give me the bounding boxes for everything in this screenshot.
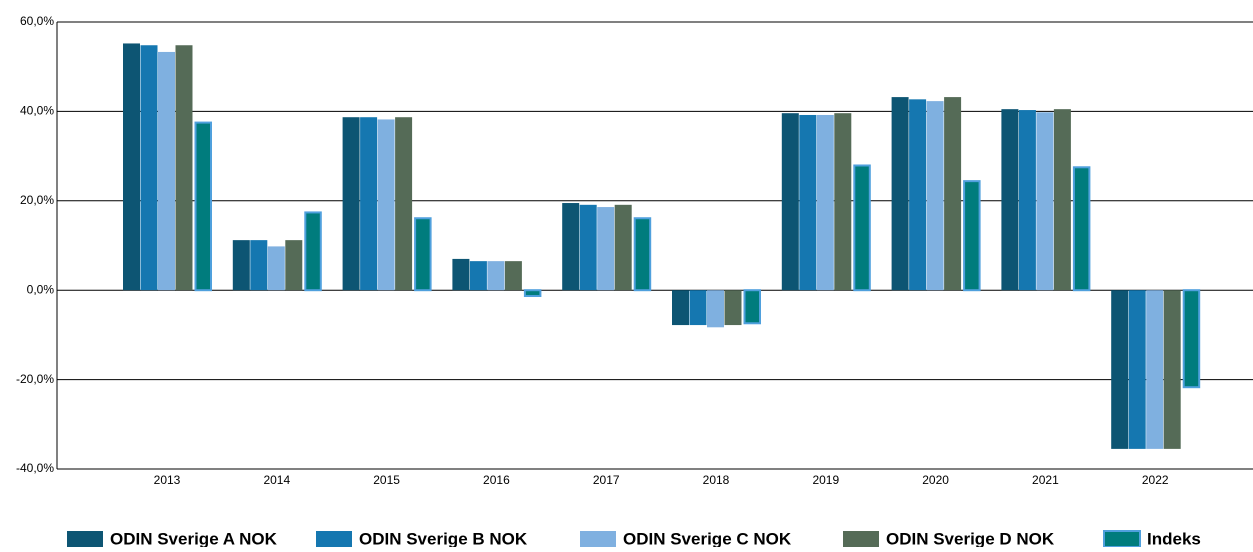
bar bbox=[342, 117, 360, 291]
bar bbox=[158, 51, 175, 291]
bar bbox=[579, 204, 597, 291]
bar bbox=[834, 113, 852, 291]
bar bbox=[1111, 290, 1129, 449]
bar bbox=[614, 204, 632, 291]
y-tick-label: -20,0% bbox=[16, 372, 54, 386]
bar bbox=[285, 240, 303, 291]
legend-swatch bbox=[67, 531, 103, 547]
bar bbox=[963, 180, 981, 292]
bar bbox=[1053, 109, 1071, 291]
bar bbox=[523, 289, 542, 298]
y-tick-label: 40,0% bbox=[20, 104, 54, 118]
bar bbox=[250, 240, 268, 291]
x-tick-label: 2014 bbox=[263, 473, 290, 487]
bar bbox=[944, 97, 962, 291]
legend-swatch bbox=[580, 531, 616, 547]
y-tick-label: 0,0% bbox=[27, 282, 55, 296]
bar bbox=[1001, 109, 1019, 291]
bar bbox=[562, 203, 580, 291]
y-tick-label: 20,0% bbox=[20, 193, 54, 207]
bar bbox=[175, 45, 193, 291]
bar bbox=[926, 101, 944, 291]
bar bbox=[1072, 166, 1091, 292]
bar bbox=[1018, 110, 1036, 291]
legend-swatch bbox=[316, 531, 352, 547]
bar bbox=[689, 290, 707, 326]
x-tick-label: 2022 bbox=[1142, 473, 1169, 487]
bar bbox=[123, 43, 140, 291]
bar bbox=[743, 289, 761, 325]
bar bbox=[1146, 290, 1164, 449]
x-tick-label: 2020 bbox=[922, 473, 949, 487]
bar bbox=[194, 121, 212, 292]
bar bbox=[304, 211, 322, 292]
bar bbox=[1163, 290, 1181, 449]
bar bbox=[909, 99, 927, 291]
bar bbox=[891, 97, 909, 291]
x-tick-label: 2017 bbox=[593, 473, 620, 487]
bar bbox=[781, 113, 799, 291]
bar bbox=[799, 114, 817, 291]
bar bbox=[597, 207, 615, 291]
bar bbox=[1182, 289, 1201, 389]
bar bbox=[707, 290, 724, 328]
bar bbox=[140, 45, 158, 291]
bar bbox=[672, 290, 689, 326]
bar bbox=[504, 261, 522, 291]
legend-label: ODIN Sverige B NOK bbox=[359, 529, 528, 547]
y-tick-label: -40,0% bbox=[16, 461, 54, 475]
legend-label: ODIN Sverige A NOK bbox=[110, 529, 278, 547]
bar bbox=[1036, 112, 1054, 291]
bar bbox=[452, 258, 470, 291]
x-tick-label: 2016 bbox=[483, 473, 510, 487]
bar bbox=[377, 119, 395, 291]
legend: ODIN Sverige A NOK ODIN Sverige B NOK ODIN… bbox=[67, 529, 1201, 548]
bar bbox=[853, 164, 871, 292]
bar bbox=[487, 261, 505, 291]
bar bbox=[232, 240, 250, 291]
y-tick-label: 60,0% bbox=[20, 14, 54, 28]
bar bbox=[360, 117, 378, 291]
x-tick-label: 2021 bbox=[1032, 473, 1059, 487]
x-tick-label: 2015 bbox=[373, 473, 400, 487]
legend-label: ODIN Sverige C NOK bbox=[623, 529, 792, 547]
bar bbox=[1128, 290, 1146, 449]
legend-swatch bbox=[843, 531, 879, 547]
bar bbox=[816, 114, 834, 291]
x-tick-label: 2013 bbox=[154, 473, 181, 487]
x-tick-label: 2019 bbox=[812, 473, 839, 487]
bar bbox=[633, 217, 652, 292]
legend-label: Indeks bbox=[1147, 529, 1201, 547]
bar bbox=[724, 290, 742, 326]
bar bbox=[414, 217, 432, 292]
bar bbox=[469, 261, 487, 291]
legend-label: ODIN Sverige D NOK bbox=[886, 529, 1055, 547]
bar bbox=[395, 117, 413, 291]
bar bbox=[267, 246, 285, 291]
x-tick-label: 2018 bbox=[703, 473, 730, 487]
legend-swatch bbox=[1103, 530, 1141, 548]
